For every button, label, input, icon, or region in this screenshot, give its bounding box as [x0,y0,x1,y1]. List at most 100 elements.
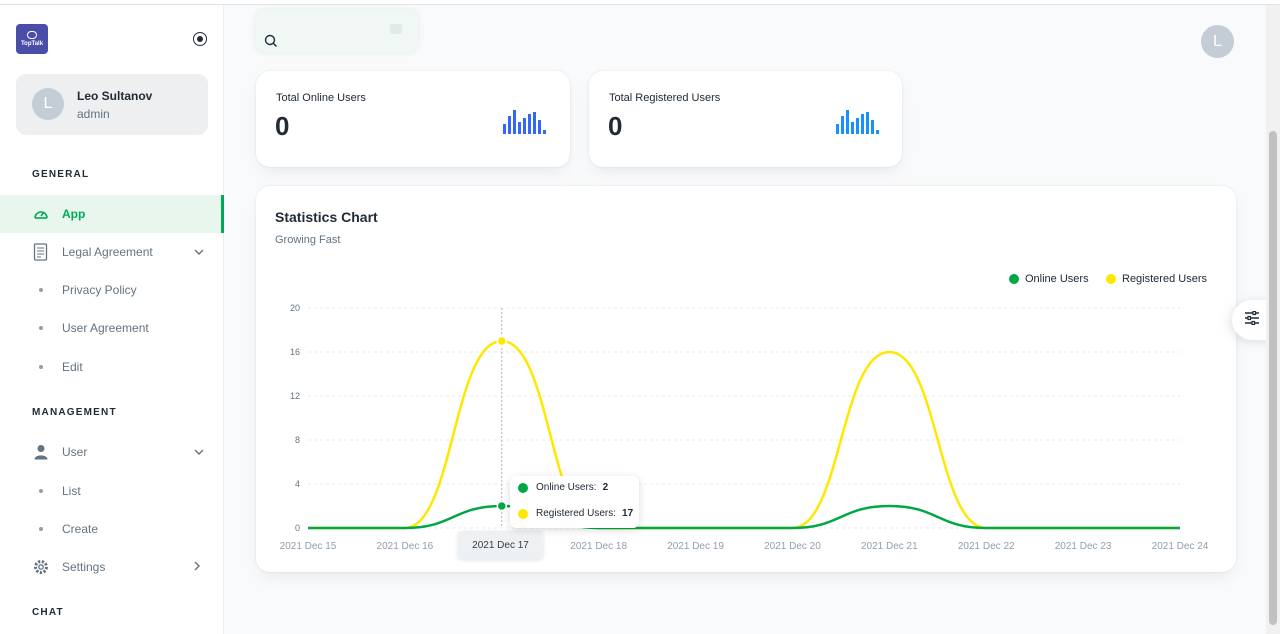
x-tick-label: 2021 Dec 18 [570,541,627,552]
search-icon[interactable] [264,34,278,53]
y-tick-label: 20 [290,303,300,313]
brand-logo[interactable]: TopTalk [16,24,48,54]
legend-item-registered-users[interactable]: Registered Users [1106,273,1207,285]
spark-bar [841,116,844,134]
sidebar-item-label: Legal Agreement [62,245,153,259]
x-tick-label: 2021 Dec 19 [667,541,724,552]
sidebar-item-label: Edit [62,360,83,374]
stat-card-online-users: Total Online Users 0 [256,71,570,167]
x-tick-label: 2021 Dec 22 [958,541,1015,552]
account-avatar-button[interactable]: L [1201,25,1234,58]
sidebar-item-app[interactable]: App [0,195,224,233]
collapse-sidebar-button[interactable] [193,32,207,46]
sidebar-item-label: User [62,445,88,459]
document-icon [32,243,50,261]
spark-bar [518,122,521,134]
search-bar[interactable] [256,10,418,52]
sidebar-item-user[interactable]: User [0,433,224,471]
x-tick-label: 2021 Dec 24 [1152,541,1209,552]
spark-bar [508,116,511,134]
chevron-down-icon [194,246,204,258]
scrollbar[interactable] [1266,5,1280,634]
legend-label: Registered Users [1122,273,1207,285]
chart-tooltip: Online Users: 2 Registered Users: 17 [510,476,639,528]
sidebar-item-legal-agreement[interactable]: Legal Agreement [0,233,224,271]
spark-bar [856,118,859,134]
legend-marker [1106,274,1116,284]
spark-bar [538,120,541,134]
sidebar-item-label: Privacy Policy [62,283,137,297]
section-title-chat: CHAT [32,607,64,618]
series-line [308,339,1180,530]
stat-title: Total Online Users [276,92,366,104]
tooltip-row-online: Online Users: 2 [518,482,608,493]
tooltip-label: Online Users: [536,482,597,493]
spark-bar [876,130,879,134]
account-card[interactable]: L Leo Sultanov admin [16,74,208,135]
section-title-management: MANAGEMENT [32,407,117,418]
sidebar: TopTalk L Leo Sultanov admin GENERAL App… [0,5,224,634]
spark-bar [866,112,869,134]
y-tick-label: 4 [295,479,300,489]
data-point-marker [496,500,508,512]
tooltip-marker [518,508,528,519]
chart-title: Statistics Chart [275,209,378,225]
chevron-down-icon [194,446,204,458]
top-border [0,0,1280,5]
x-tick-label: 2021 Dec 15 [280,541,337,552]
bullet-icon [39,489,43,493]
spark-bar [846,110,849,134]
y-tick-label: 8 [295,435,300,445]
tooltip-row-registered: Registered Users: 17 [518,508,633,519]
account-name: Leo Sultanov [77,89,153,103]
spark-bar [861,114,864,134]
stat-value: 0 [608,111,623,141]
x-tick-label: 2021 Dec 20 [764,541,821,552]
radio-dot-icon [197,36,203,42]
sidebar-item-settings[interactable]: Settings [0,548,224,586]
y-tick-label: 16 [290,347,300,357]
spark-bar [836,124,839,134]
sidebar-item-label: Settings [62,560,106,574]
sliders-icon [1244,310,1260,330]
stat-card-registered-users: Total Registered Users 0 [589,71,902,167]
tooltip-value: 17 [622,508,634,519]
y-tick-label: 0 [295,523,300,533]
sidebar-item-label: User Agreement [62,321,149,335]
dashboard-icon [32,205,50,223]
legend-label: Online Users [1025,273,1089,285]
spark-bar [871,120,874,134]
sidebar-item-user-agreement[interactable]: User Agreement [0,309,224,347]
section-title-general: GENERAL [32,169,90,180]
sidebar-item-label: App [62,207,86,221]
series-line [308,504,1180,530]
legend-item-online-users[interactable]: Online Users [1009,273,1089,285]
scrollbar-thumb[interactable] [1269,131,1277,625]
avatar: L [32,88,64,120]
sidebar-item-privacy-policy[interactable]: Privacy Policy [0,271,224,309]
x-tick-label: 2021 Dec 23 [1055,541,1112,552]
bullet-icon [39,326,43,330]
bullet-icon [39,365,43,369]
statistics-chart-card: Statistics Chart Growing Fast Online Use… [256,186,1236,572]
sidebar-item-edit[interactable]: Edit [0,348,224,386]
sidebar-item-create[interactable]: Create [0,510,224,548]
bullet-icon [39,527,43,531]
bar-chart-icon [503,110,546,134]
x-tick-label: 2021 Dec 16 [377,541,434,552]
settings-drawer-button[interactable] [1232,300,1272,340]
gear-icon [32,558,50,576]
legend-marker [1009,274,1019,284]
spark-bar [513,110,516,134]
tooltip-value: 2 [602,482,609,493]
sidebar-item-list[interactable]: List [0,472,224,510]
data-point-marker [496,335,508,347]
bar-chart-icon [836,110,879,134]
user-icon [32,443,50,461]
x-tick-label: 2021 Dec 21 [861,541,918,552]
sidebar-item-label: Create [62,522,99,536]
stat-title: Total Registered Users [609,92,721,104]
stat-value: 0 [275,111,290,141]
tooltip-marker [518,482,528,493]
